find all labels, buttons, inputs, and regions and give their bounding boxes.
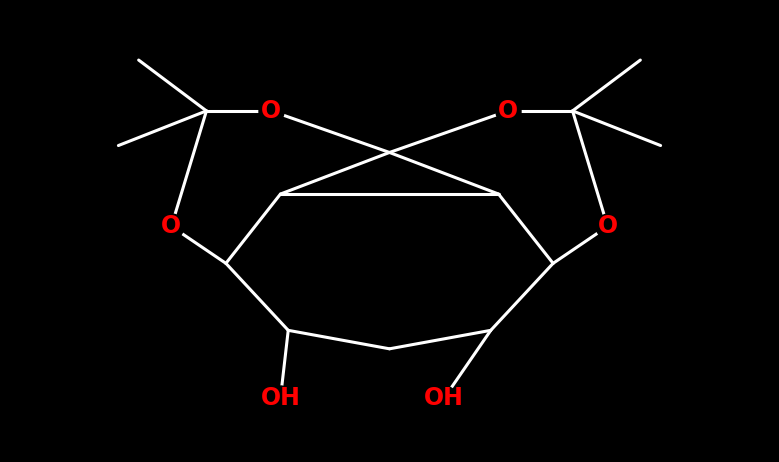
Text: O: O [597, 214, 618, 238]
Text: O: O [261, 99, 281, 123]
Text: OH: OH [424, 386, 464, 410]
Text: OH: OH [260, 386, 301, 410]
Text: O: O [498, 99, 518, 123]
Text: O: O [161, 214, 182, 238]
